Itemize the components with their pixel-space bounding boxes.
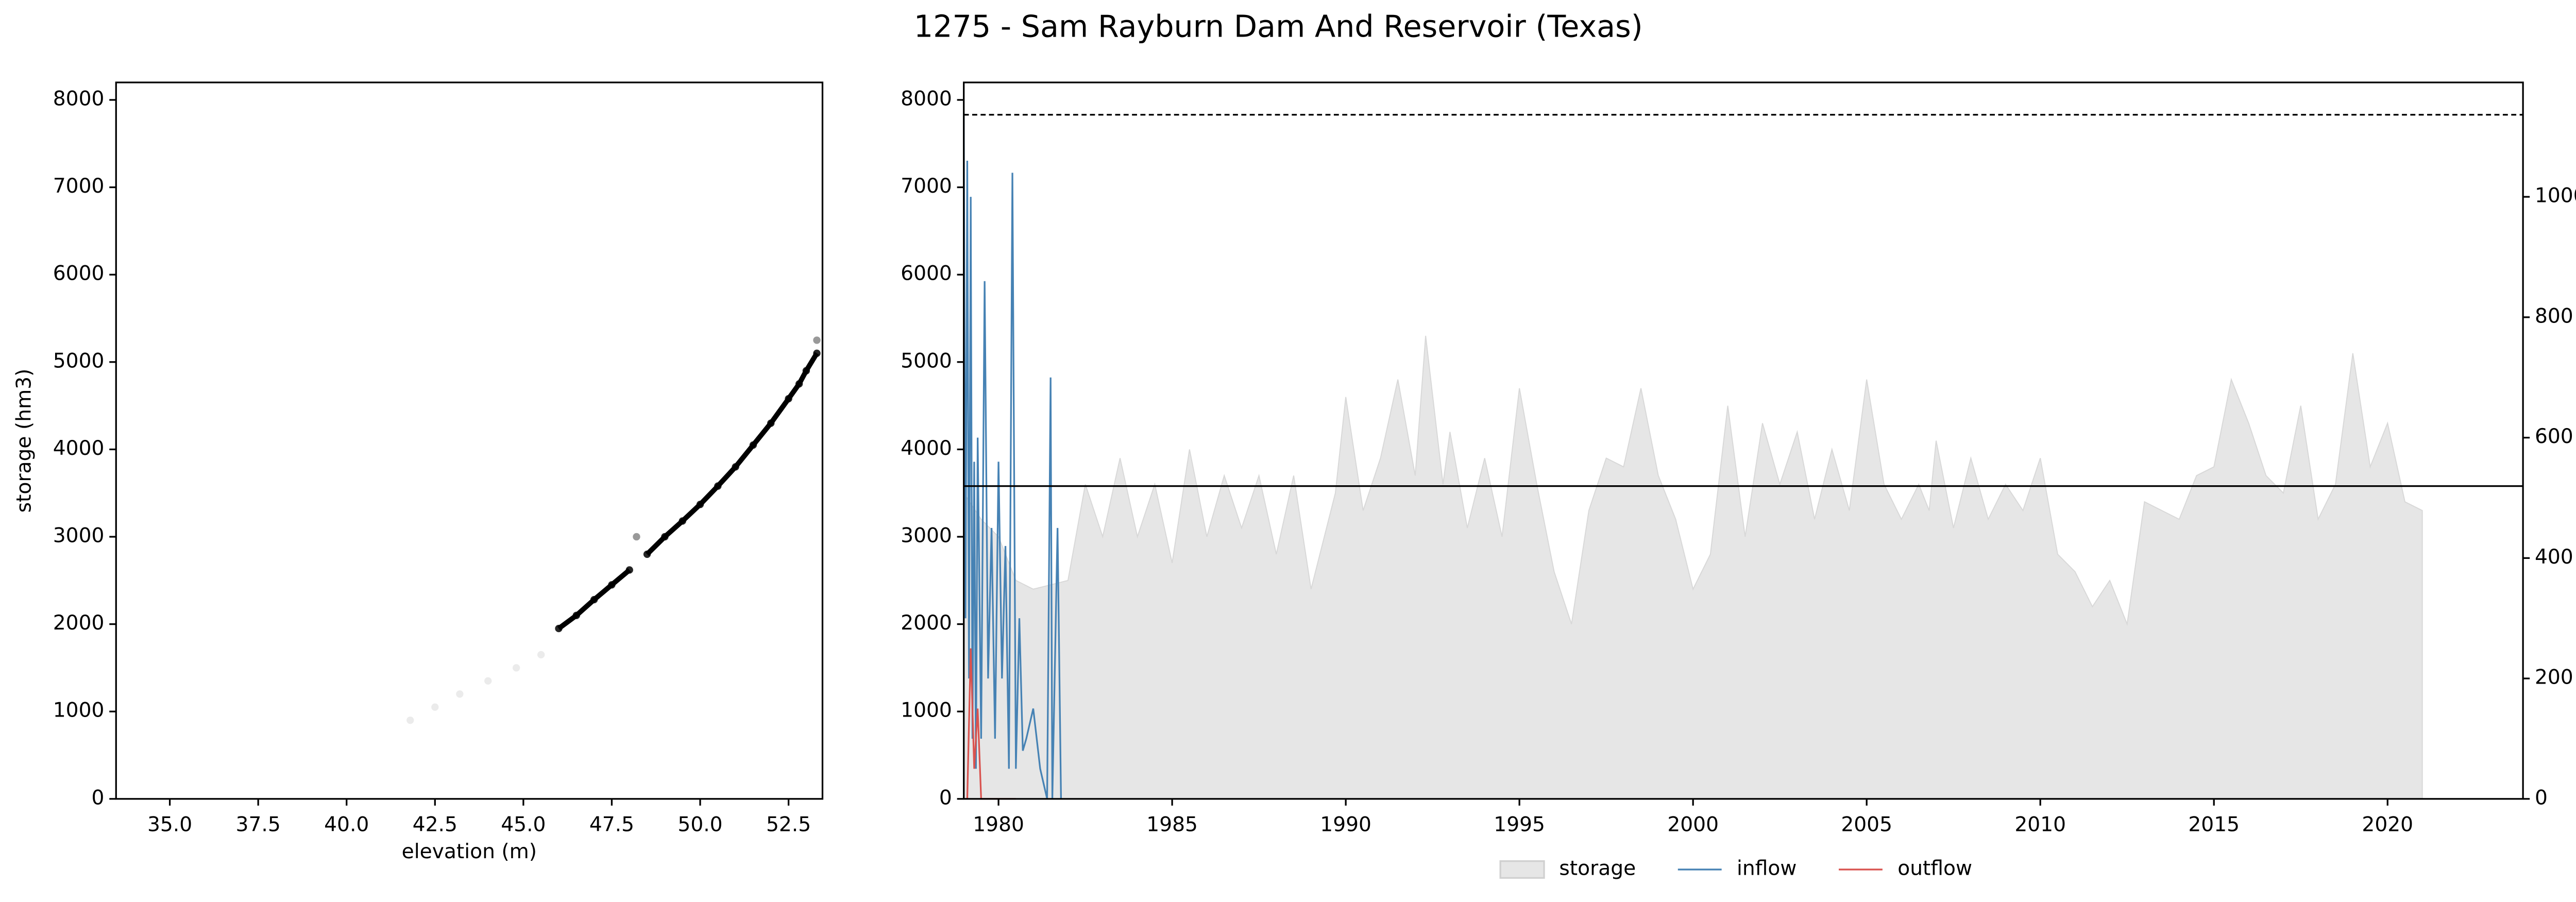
- y-tick-label: 0: [91, 786, 104, 809]
- x-tick-label: 2010: [2014, 813, 2066, 837]
- x-tick-label: 37.5: [236, 813, 281, 837]
- y-tick-label: 3000: [901, 524, 952, 547]
- x-tick-label: 1995: [1494, 813, 1545, 837]
- y-tick-label: 2000: [53, 611, 105, 635]
- point-trail: [751, 421, 773, 447]
- y-tick-label: 4000: [901, 437, 952, 460]
- x-tick-label: 2005: [1841, 813, 1892, 837]
- x-tick-label: 52.5: [766, 813, 811, 837]
- x-axis-label: elevation (m): [402, 840, 537, 863]
- y-tick-label: 5000: [53, 349, 105, 372]
- x-tick-label: 42.5: [413, 813, 457, 837]
- x-tick-label: 2020: [2362, 813, 2413, 837]
- y2-tick-label: 1000: [2535, 184, 2576, 208]
- inflow-line: [963, 112, 1062, 799]
- point-trail: [733, 443, 755, 469]
- x-tick-label: 2015: [2188, 813, 2240, 837]
- point-trail: [663, 519, 684, 539]
- x-tick-label: 50.0: [677, 813, 722, 837]
- x-tick-label: 45.0: [501, 813, 546, 837]
- y-tick-label: 3000: [53, 524, 105, 547]
- point-trail: [592, 583, 614, 602]
- y2-tick-label: 600: [2535, 425, 2573, 448]
- point-trail: [681, 502, 702, 523]
- point-trail: [557, 613, 578, 631]
- y-tick-label: 1000: [53, 699, 105, 722]
- x-tick-label: 35.0: [147, 813, 192, 837]
- x-tick-label: 1990: [1320, 813, 1371, 837]
- point-trail: [786, 382, 802, 400]
- storage-area: [963, 335, 2423, 799]
- point: [406, 716, 414, 724]
- plot-frame: [963, 81, 2524, 800]
- point: [431, 703, 439, 711]
- y-tick-label: 8000: [901, 87, 952, 110]
- y-tick-label: 0: [939, 786, 952, 809]
- point-trail: [769, 397, 791, 425]
- x-tick-label: 1980: [973, 813, 1024, 837]
- y-tick-label: 7000: [53, 175, 105, 198]
- y-tick-label: 2000: [901, 611, 952, 635]
- point-trail: [716, 465, 738, 488]
- legend-label: inflow: [1737, 857, 1797, 880]
- point-trail: [645, 535, 667, 556]
- y2-tick-label: 200: [2535, 666, 2573, 689]
- y2-tick-label: 800: [2535, 304, 2573, 328]
- y-axis-label: storage (hm3): [12, 369, 36, 513]
- x-tick-label: 2000: [1667, 813, 1719, 837]
- y2-tick-label: 0: [2535, 786, 2548, 809]
- point: [512, 664, 520, 672]
- y-tick-label: 8000: [53, 87, 105, 110]
- point: [813, 336, 821, 344]
- y-tick-label: 4000: [53, 437, 105, 460]
- y-tick-label: 6000: [53, 262, 105, 285]
- x-tick-label: 40.0: [324, 813, 369, 837]
- y-tick-label: 7000: [901, 175, 952, 198]
- point: [633, 533, 640, 541]
- x-tick-label: 47.5: [589, 813, 634, 837]
- y-tick-label: 1000: [901, 699, 952, 722]
- x-tick-label: 1985: [1146, 813, 1198, 837]
- point: [456, 690, 464, 698]
- point-trail: [610, 568, 631, 587]
- point: [484, 677, 492, 685]
- y2-tick-label: 400: [2535, 546, 2573, 569]
- point-trail: [804, 352, 819, 372]
- plot-frame: [115, 81, 824, 800]
- y-tick-label: 5000: [901, 349, 952, 372]
- legend-label: storage: [1559, 857, 1636, 880]
- legend-label: outflow: [1897, 857, 1972, 880]
- y-tick-label: 6000: [901, 262, 952, 285]
- legend-swatch: [1499, 860, 1545, 879]
- point-trail: [574, 598, 596, 618]
- point-trail: [698, 484, 720, 506]
- point: [537, 651, 545, 659]
- figure-title: 1275 - Sam Rayburn Dam And Reservoir (Te…: [914, 9, 1643, 44]
- point-trail: [796, 369, 809, 385]
